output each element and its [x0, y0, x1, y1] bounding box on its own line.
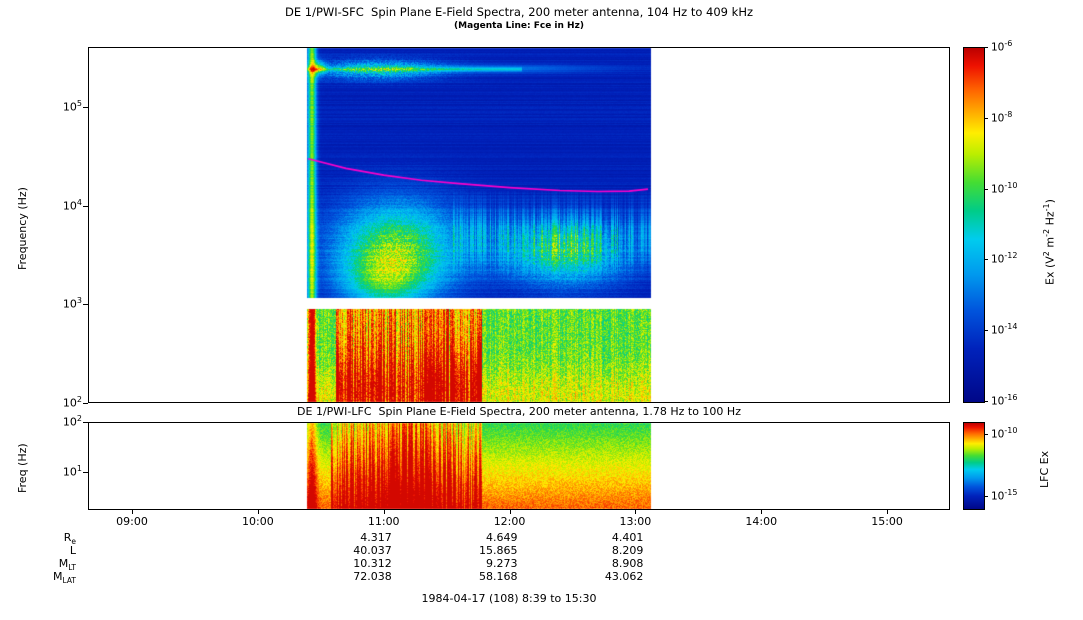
lfc-y-tick-mark [83, 472, 88, 474]
x-tick-label: 14:00 [745, 515, 778, 528]
lfc-y-tick-label: 101 [62, 464, 82, 479]
sfc-y-tick-mark [83, 205, 88, 207]
x-tick-mark [132, 510, 134, 514]
sfc-colorbar-tick-mark [984, 330, 988, 332]
x-tick-label: 15:00 [871, 515, 903, 528]
sfc-y-tick-mark [83, 107, 88, 109]
sfc-colorbar-tick-label: 10-6 [991, 39, 1013, 54]
ephemeris-row-label: MLAT [53, 570, 76, 586]
sfc-colorbar-tick-label: 10-14 [991, 322, 1018, 337]
sfc-y-tick-mark [83, 403, 88, 404]
x-tick-label: 12:00 [493, 515, 526, 528]
lfc-colorbar [963, 422, 985, 510]
sfc-y-tick-label: 105 [62, 99, 82, 114]
sfc-y-axis-label: Frequency (Hz) [16, 187, 29, 270]
sfc-colorbar-tick-mark [984, 401, 988, 402]
lfc-colorbar-tick-label: 10-15 [991, 487, 1018, 503]
ephemeris-value: 8.908 [611, 557, 644, 570]
ephemeris-row-label: Re [63, 531, 76, 547]
lfc-y-tick-label: 102 [62, 414, 82, 429]
lfc-colorbar-tick-label: 10-10 [991, 426, 1018, 441]
lfc-title: DE 1/PWI-LFC Spin Plane E-Field Spectra,… [297, 405, 741, 418]
sfc-colorbar-tick-mark [984, 188, 988, 190]
lfc-y-tick-mark [83, 422, 88, 423]
ephemeris-row-label: L [69, 544, 76, 557]
x-tick-label: 11:00 [367, 515, 400, 528]
sfc-colorbar-tick-mark [984, 47, 988, 48]
sfc-y-tick-label: 102 [62, 395, 82, 410]
sfc-colorbar-tick-label: 10-16 [991, 393, 1018, 408]
sfc-subtitle: (Magenta Line: Fce in Hz) [454, 21, 584, 31]
ephemeris-value: 72.038 [353, 570, 392, 583]
sfc-y-tick-mark [83, 304, 88, 306]
sfc-colorbar-tick-mark [984, 117, 988, 119]
ephemeris-value: 40.037 [353, 544, 392, 557]
ephemeris-value: 15.865 [479, 544, 518, 557]
sfc-colorbar-tick-mark [984, 259, 988, 261]
ephemeris-value: 43.062 [604, 570, 644, 583]
sfc-y-tick-label: 103 [62, 296, 82, 312]
sfc-colorbar [963, 47, 985, 403]
x-tick-label: 13:00 [619, 515, 652, 528]
ephemeris-value: 4.649 [486, 531, 518, 544]
sfc-y-tick-label: 104 [62, 197, 82, 213]
x-tick-label: 10:00 [242, 515, 274, 528]
ephemeris-value: 9.273 [486, 557, 518, 570]
lfc-colorbar-tick-mark [984, 495, 988, 497]
ephemeris-row-label: MLT [58, 557, 76, 573]
date-range-label: 1984-04-17 (108) 8:39 to 15:30 [421, 592, 597, 605]
ephemeris-value: 4.317 [360, 531, 392, 544]
ephemeris-value: 4.401 [611, 531, 644, 544]
x-tick-mark [257, 510, 259, 514]
sfc-colorbar-tick-label: 10-10 [991, 180, 1018, 196]
lfc-plot-frame [88, 422, 950, 510]
sfc-colorbar-tick-label: 10-12 [991, 251, 1018, 266]
x-tick-mark [761, 510, 763, 514]
ephemeris-value: 10.312 [353, 557, 392, 570]
sfc-title: DE 1/PWI-SFC Spin Plane E-Field Spectra,… [284, 5, 753, 19]
x-tick-mark [887, 510, 889, 514]
ephemeris-value: 8.209 [611, 544, 644, 557]
sfc-colorbar-tick-label: 10-8 [991, 109, 1013, 125]
x-tick-mark [383, 510, 385, 514]
lfc-y-axis-label: Freq (Hz) [16, 443, 29, 493]
x-tick-mark [635, 510, 637, 514]
x-tick-label: 09:00 [116, 515, 148, 528]
sfc-colorbar-label: Ex (V2 m-2 Hz-1) [1042, 199, 1057, 285]
lfc-colorbar-tick-mark [984, 434, 988, 436]
lfc-colorbar-label: LFC Ex [1038, 450, 1051, 488]
sfc-plot-frame [88, 47, 950, 403]
x-tick-mark [509, 510, 511, 514]
ephemeris-value: 58.168 [479, 570, 518, 583]
